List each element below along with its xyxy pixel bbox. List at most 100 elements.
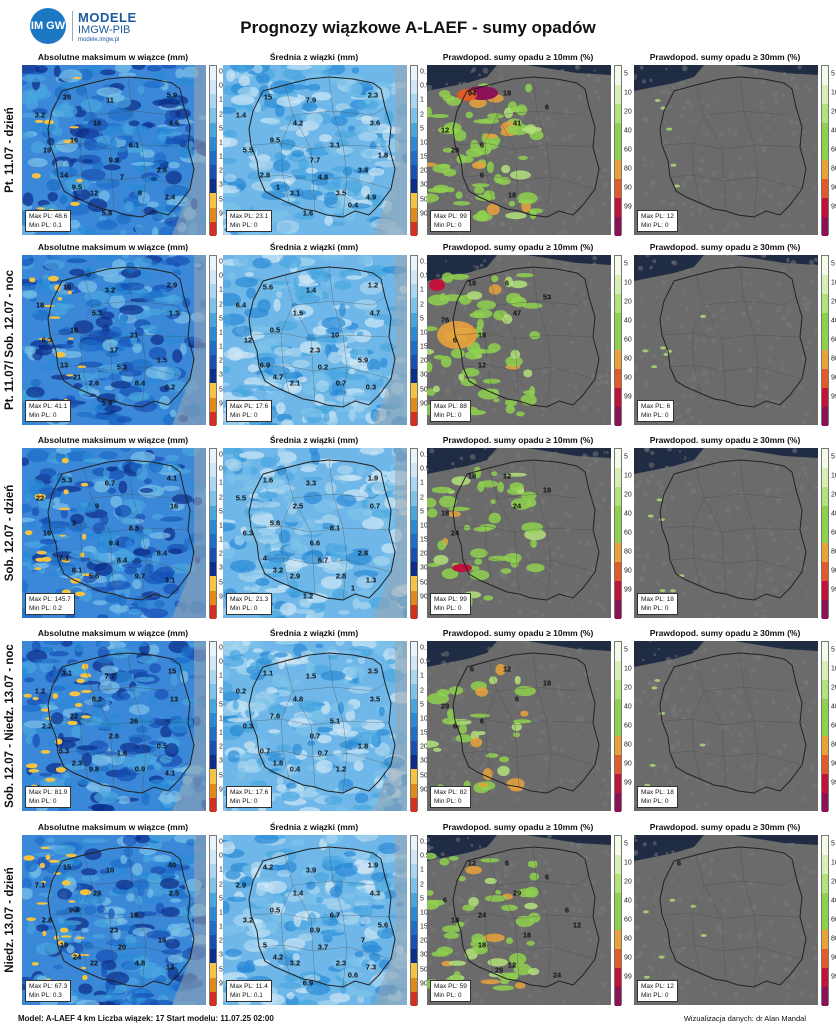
map-value-label: 0.4 bbox=[347, 200, 359, 210]
colorbar-segment bbox=[411, 712, 417, 727]
map-value-label: 2.6 bbox=[156, 165, 168, 175]
map-value-label: 18 bbox=[542, 678, 552, 688]
map-value-label: 6 bbox=[479, 140, 485, 150]
colorbar-segment bbox=[615, 369, 621, 389]
colorbar-tick-label: 90 bbox=[831, 760, 836, 768]
forecast-panel: Prawdopod. sumy opadu ≥ 30mm (%) 6 Max PL:… bbox=[632, 822, 836, 1006]
panel-title: Prawdopod. sumy opadu ≥ 30mm (%) bbox=[649, 628, 801, 638]
colorbar-segment bbox=[411, 193, 417, 208]
min-value: Min PL: 0 bbox=[434, 798, 462, 805]
row-label-text: Niedz. 13.07 - dzień bbox=[4, 867, 16, 973]
colorbar-segment bbox=[411, 136, 417, 151]
map-value-label: 1.8 bbox=[377, 150, 389, 160]
colorbar-tick-label: 20 bbox=[420, 550, 428, 558]
colorbar-segment bbox=[822, 562, 828, 582]
colorbar-segment bbox=[411, 256, 417, 271]
colorbar-segment bbox=[822, 84, 828, 104]
precipitation-map: Max PL: 18 Min PL: 0 bbox=[634, 641, 818, 811]
panel-title: Średnia z wiązki (mm) bbox=[269, 822, 359, 832]
colorbar-tick-label: 30 bbox=[420, 371, 428, 379]
map-value-label: 5.6 bbox=[377, 920, 389, 930]
colorbar-tick-label: 2 bbox=[219, 881, 223, 889]
colorbar-tick-label: 90 bbox=[420, 210, 428, 218]
map-value-label: 21 bbox=[129, 330, 139, 340]
min-value: Min PL: 0 bbox=[641, 992, 669, 999]
map-value-label: 1.3 bbox=[365, 575, 377, 585]
map-value-label: 0.5 bbox=[269, 905, 281, 915]
colorbar bbox=[821, 255, 829, 426]
colorbar-tick-label: 5 bbox=[831, 646, 835, 654]
colorbar-tick-label: 40 bbox=[624, 897, 632, 905]
colorbar-tick-label: 80 bbox=[831, 935, 836, 943]
colorbar-tick-label: 1 bbox=[420, 672, 424, 680]
map-value-label: 18 bbox=[467, 471, 477, 481]
min-value: Min PL: 0 bbox=[230, 412, 258, 419]
page-title: Prognozy wiązkowe A-LAEF - sumy opadów bbox=[240, 18, 596, 37]
map-value-label: 2.3 bbox=[367, 90, 379, 100]
colorbar-segment bbox=[615, 642, 621, 661]
precipitation-map: 94 18 6 41 12 29 6 6 18 Max PL: 99 Min PL: 0 bbox=[427, 65, 611, 235]
map-value-label: 6.1 bbox=[128, 140, 140, 150]
colorbar-segment bbox=[210, 136, 216, 151]
map-value-label: 18 bbox=[35, 300, 45, 310]
colorbar-segment bbox=[615, 562, 621, 582]
map-value-label: 18 bbox=[507, 190, 517, 200]
colorbar-segment bbox=[411, 977, 417, 992]
map-value-label: 6.3 bbox=[41, 335, 53, 345]
colorbar-tick-label: 20 bbox=[219, 167, 227, 175]
colorbar-tick-label: 5 bbox=[219, 508, 223, 516]
map-value-label: 12 bbox=[572, 920, 582, 930]
map-value-label: 0.7 bbox=[369, 501, 381, 511]
panel-title: Prawdopod. sumy opadu ≥ 30mm (%) bbox=[649, 52, 801, 62]
colorbar-tick-label: 90 bbox=[219, 400, 227, 408]
colorbar-segment bbox=[411, 892, 417, 907]
colorbar-segment bbox=[822, 256, 828, 275]
colorbar-segment bbox=[822, 467, 828, 487]
colorbar-tick-label: 99 bbox=[831, 393, 836, 401]
colorbar-segment bbox=[615, 331, 621, 351]
colorbar-tick-label: 0.5 bbox=[420, 658, 430, 666]
precipitation-map: 15 7.9 2.3 1.4 4.2 3.6 9.5 3.1 5.5 7.7 3.4 2.8 4.8 1 3… bbox=[223, 65, 407, 235]
colorbar-segment bbox=[822, 141, 828, 161]
map-value-label: 16 bbox=[169, 501, 179, 511]
map-value-label: 3.2 bbox=[272, 565, 284, 575]
precipitation-map: Max PL: 6 Min PL: 0 bbox=[634, 255, 818, 425]
map-value-label: 1 bbox=[275, 182, 281, 192]
precipitation-map: 3.1 7.7 15 1.2 8.2 13 22 26 2.2 2.6 0.5 5.3 1.6 2.3 9.… bbox=[22, 641, 206, 811]
colorbar-segment bbox=[411, 505, 417, 520]
min-value: Min PL: 0 bbox=[434, 992, 462, 999]
colorbar-segment bbox=[411, 991, 417, 1006]
forecast-panel: Prawdopod. sumy opadu ≥ 10mm (%) 6 12 18 6 29… bbox=[425, 628, 632, 812]
colorbar bbox=[614, 641, 622, 812]
colorbar-segment bbox=[822, 369, 828, 389]
colorbar-segment bbox=[210, 670, 216, 685]
forecast-panel: Średnia z wiązki (mm) 15 7.9 2.3 1.4 4.2 3.6 9.… bbox=[221, 52, 430, 236]
colorbar-tick-label: 2 bbox=[420, 881, 424, 889]
colorbar-tick-label: 2 bbox=[420, 494, 424, 502]
map-value-label: 76 bbox=[440, 315, 450, 325]
map-value-label: 2.8 bbox=[41, 915, 53, 925]
colorbar-segment bbox=[411, 935, 417, 950]
map-value-label: 19 bbox=[42, 145, 52, 155]
colorbar bbox=[410, 448, 418, 619]
colorbar-segment bbox=[411, 179, 417, 194]
colorbar-tick-label: 40 bbox=[624, 703, 632, 711]
max-min-box: Max PL: 17.6 Min PL: 0 bbox=[226, 786, 273, 808]
forecast-panel: Absolutne maksimum w wiązce (mm) 5.3 6.7 4.… bbox=[20, 435, 229, 619]
colorbar-segment bbox=[210, 726, 216, 742]
colorbar-segment bbox=[615, 141, 621, 161]
min-value: Min PL: 0 bbox=[230, 798, 258, 805]
colorbar-tick-label: 30 bbox=[219, 181, 227, 189]
max-value: Max PL: 6 bbox=[641, 403, 671, 410]
colorbar-segment bbox=[411, 491, 417, 506]
colorbar-tick-label: 40 bbox=[831, 127, 836, 135]
colorbar-tick-label: 90 bbox=[624, 954, 632, 962]
map-value-label: 1.2 bbox=[367, 280, 379, 290]
colorbar-segment bbox=[210, 298, 216, 313]
colorbar-segment bbox=[822, 717, 828, 737]
forecast-panel: Prawdopod. sumy opadu ≥ 10mm (%) 18 6 53 47 7… bbox=[425, 242, 632, 426]
map-value-label: 4.2 bbox=[262, 862, 274, 872]
colorbar-tick-label: 10 bbox=[219, 329, 227, 337]
row-label: Sob. 12.07 - Niedz. 13.07 - noc bbox=[0, 641, 20, 811]
colorbar-segment bbox=[615, 679, 621, 699]
